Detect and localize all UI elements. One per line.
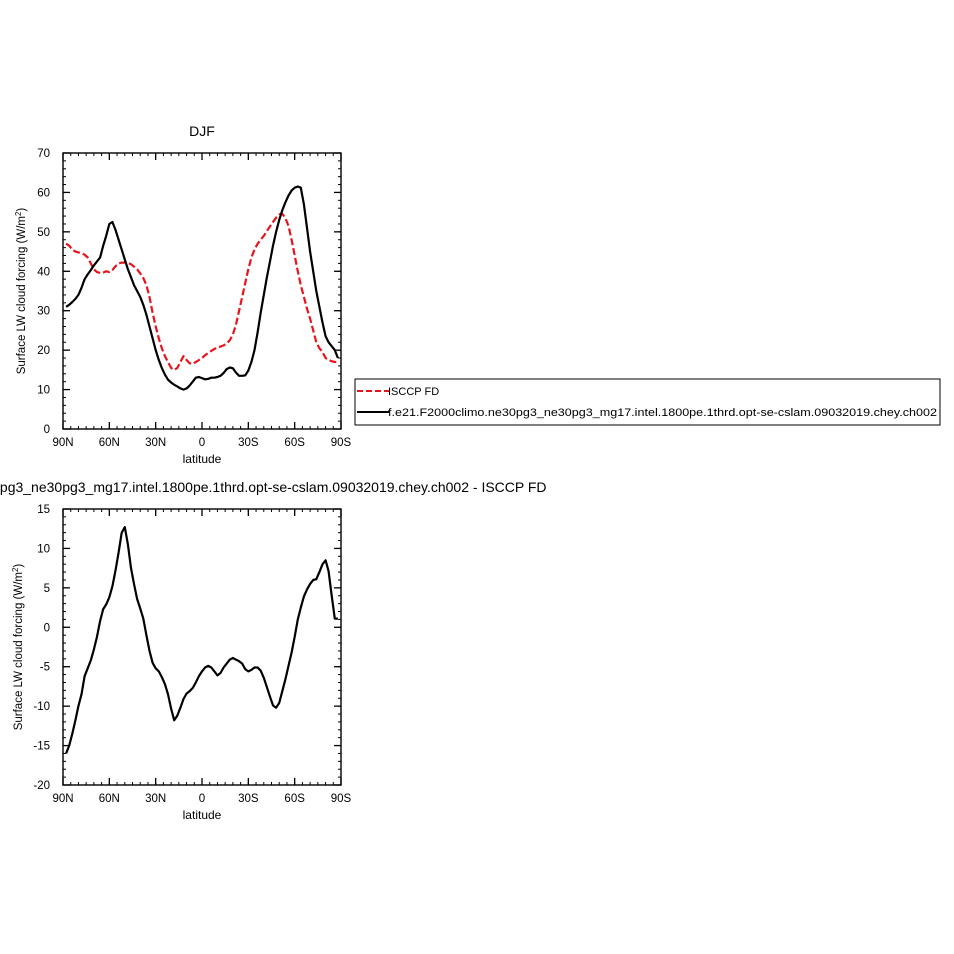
y-tick-label: 10 [37,385,50,397]
legend: ISCCP FD f.e21.F2000climo.ne30pg3_ne30pg… [354,378,941,426]
y-tick-label: 30 [37,306,50,318]
legend-label-isccp: ISCCP FD [388,386,439,398]
y-tick-label: 10 [37,543,50,555]
x-tick-label: 0 [199,437,205,449]
y-tick-label: -10 [33,701,50,713]
x-tick-label: 90N [52,793,73,805]
x-tick-label: 60S [284,437,305,449]
x-tick-label: 60N [99,437,120,449]
x-tick-label: 30S [238,437,259,449]
x-tick-label: 90S [331,793,352,805]
y-axis-label-close: ) [13,564,25,568]
y-axis-label-main: Surface LW cloud forcing (W/m [13,572,25,730]
y-tick-label: -15 [33,741,50,753]
y-axis-label-close: ) [16,208,28,212]
x-axis-label: latitude [183,808,222,822]
series-line-1 [65,185,339,391]
x-tick-label: 90S [331,437,352,449]
chart-difference: 90N 60N 30N 0 30S 60S 90S -20 -15 -10 -5 0 5 10 15 f.e2… [0,479,547,822]
y-tick-label: 0 [44,424,50,436]
y-axis-label-sup: 2 [11,567,20,572]
x-tick-label: 60N [99,793,120,805]
plot-frame [62,508,342,786]
legend-label-model: f.e21.F2000climo.ne30pg3_ne30pg3_mg17.in… [388,407,937,419]
x-tick-label: 30N [145,437,166,449]
x-tick-label: 30S [238,793,259,805]
series-line-0 [65,212,338,371]
x-tick-label: 90N [52,437,73,449]
series-line-0 [65,525,338,754]
x-tick-label: 30N [145,793,166,805]
y-axis-label: Surface LW cloud forcing (W/m2) [11,564,25,731]
chart-djf: 90N 60N 30N 0 30S 60S 90S 0 10 20 30 40 50 60 70 DJF lat… [14,123,352,466]
y-tick-label: 50 [37,227,50,239]
chart-title: f.e21.F2000climo.ne30pg3_ne30pg3_mg17.in… [0,479,547,495]
chart-title: DJF [189,123,215,139]
y-axis-label-main: Surface LW cloud forcing (W/m [16,216,28,374]
y-axis-label: Surface LW cloud forcing (W/m2) [14,208,28,375]
y-tick-label: -5 [40,662,50,674]
legend-box [354,378,941,426]
y-tick-label: 40 [37,266,50,278]
y-tick-label: 20 [37,345,50,357]
y-tick-label: 60 [37,187,50,199]
plot-frame [62,152,342,430]
x-tick-label: 60S [284,793,305,805]
y-tick-label: 15 [37,504,50,516]
y-tick-label: 5 [44,583,50,595]
x-axis-label: latitude [183,452,222,466]
x-tick-label: 0 [199,793,205,805]
y-tick-label: 0 [44,622,50,634]
y-axis-label-sup: 2 [14,211,23,216]
y-tick-label: -20 [33,780,50,792]
y-tick-label: 70 [37,148,50,160]
